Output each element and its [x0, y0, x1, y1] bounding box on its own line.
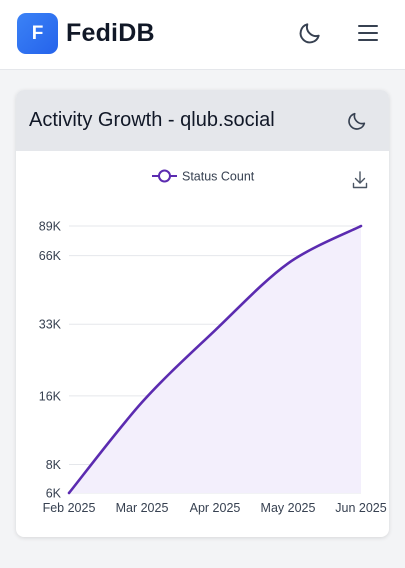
- fedidb-logo[interactable]: F: [17, 13, 58, 54]
- y-tick-label: 16K: [39, 389, 62, 403]
- activity-chart: 6K 8K 16K 33K 66K 89K Feb 2025 Mar 2025 Apr 202…: [39, 169, 387, 515]
- y-tick-label: 33K: [39, 318, 62, 332]
- moon-icon[interactable]: [346, 110, 368, 132]
- x-tick-label: Apr 2025: [190, 501, 241, 515]
- y-tick-label: 66K: [39, 249, 62, 263]
- legend-label: Status Count: [182, 170, 255, 184]
- series-line: [67, 224, 363, 495]
- x-tick-label: Jun 2025: [335, 501, 386, 515]
- x-tick-label: Feb 2025: [43, 501, 96, 515]
- hamburger-menu-icon[interactable]: [356, 22, 380, 44]
- legend[interactable]: Status Count: [152, 169, 255, 184]
- x-tick-label: May 2025: [261, 501, 316, 515]
- y-tick-label: 89K: [39, 220, 62, 234]
- moon-icon[interactable]: [297, 20, 323, 46]
- download-icon[interactable]: [352, 171, 368, 189]
- y-axis-ticks: 6K 8K 16K 33K 66K 89K: [39, 220, 62, 501]
- brand-name[interactable]: FediDB: [66, 19, 155, 47]
- card-title: Activity Growth - qlub.social: [29, 109, 275, 131]
- series-area: [69, 226, 361, 493]
- x-tick-label: Mar 2025: [116, 501, 169, 515]
- card-header: Activity Growth - qlub.social: [16, 90, 389, 151]
- x-axis-ticks: Feb 2025 Mar 2025 Apr 2025 May 2025 Jun 2025: [43, 501, 387, 515]
- activity-growth-card: Activity Growth - qlub.social 6K 8K 16K 33K…: [16, 90, 389, 537]
- y-tick-label: 6K: [46, 487, 62, 501]
- top-navbar: F FediDB: [0, 0, 405, 70]
- y-tick-label: 8K: [46, 458, 62, 472]
- legend-swatch-marker: [158, 169, 171, 183]
- logo-letter: F: [31, 22, 44, 44]
